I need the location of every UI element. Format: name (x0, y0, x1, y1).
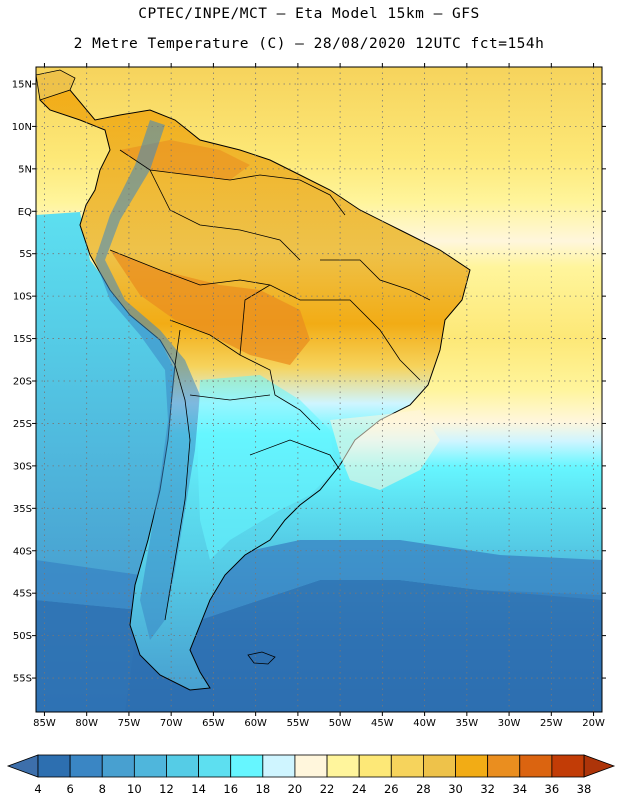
lon-tick-label: 50W (329, 718, 352, 729)
lon-tick-label: 30W (498, 718, 521, 729)
colorbar-label: 8 (99, 782, 106, 796)
colorbar-label: 36 (545, 782, 560, 796)
colorbar-label: 18 (256, 782, 271, 796)
colorbar-low-arrow (6, 754, 39, 778)
lat-tick-label: 25S (13, 419, 32, 430)
lon-tick-label: 25W (540, 718, 563, 729)
colorbar-label: 22 (320, 782, 335, 796)
colorbar-label: 14 (191, 782, 206, 796)
lat-tick-label: 55S (13, 674, 32, 685)
lon-tick-label: 70W (160, 718, 183, 729)
lat-tick-label: 30S (13, 461, 32, 472)
lat-tick-label: 45S (13, 589, 32, 600)
colorbar-label: 10 (127, 782, 142, 796)
colorbar-swatch (101, 754, 135, 778)
lon-tick-label: 40W (413, 718, 436, 729)
colorbar-label: 16 (223, 782, 238, 796)
title-line-1: CPTEC/INPE/MCT – Eta Model 15km – GFS (138, 6, 480, 22)
lat-tick-label: 10N (12, 122, 32, 133)
colorbar-swatch (390, 754, 424, 778)
colorbar-swatch (166, 754, 199, 778)
colorbar-label: 38 (577, 782, 592, 796)
lon-tick-label: 45W (371, 718, 394, 729)
lon-tick-label: 80W (75, 718, 98, 729)
colorbar-label: 20 (288, 782, 303, 796)
colorbar-label: 12 (159, 782, 174, 796)
colorbar-swatch (358, 754, 392, 778)
colorbar-label: 6 (66, 782, 73, 796)
colorbar-label: 34 (512, 782, 527, 796)
colorbar-swatch (455, 754, 489, 778)
andes-cold-strip (95, 120, 200, 640)
colorbar-label: 26 (384, 782, 399, 796)
colorbar-label: 30 (448, 782, 463, 796)
axis-ticks: 15N 10N 5N EQ 5S 10S 15S 20S 25S 30S 35S 40S 45S 50S 5… (12, 63, 606, 729)
title-line-2: 2 Metre Temperature (C) – 28/08/2020 12U… (73, 36, 545, 52)
colorbar: 4 6 8 10 12 14 16 18 20 22 24 26 28 30 32 34 36 38 (6, 754, 616, 796)
lon-tick-label: 20W (582, 718, 605, 729)
colorbar-swatch (487, 754, 521, 778)
lat-tick-label: 35S (13, 504, 32, 515)
colorbar-swatch (551, 754, 585, 778)
lat-tick-label: 50S (13, 631, 32, 642)
colorbar-swatch (262, 754, 296, 778)
colorbar-swatch (423, 754, 456, 778)
lat-tick-label: 5N (18, 164, 32, 175)
colorbar-swatch (198, 754, 232, 778)
colorbar-swatch (69, 754, 103, 778)
hot-interior (110, 250, 310, 365)
lat-tick-label: 10S (13, 292, 32, 303)
country-borders (109, 149, 431, 621)
coastal-pale-zone (330, 410, 440, 490)
colorbar-swatch (519, 754, 553, 778)
lat-tick-label: EQ (18, 207, 32, 218)
lat-tick-label: 20S (13, 377, 32, 388)
colorbar-label: 4 (34, 782, 41, 796)
colorbar-swatch (294, 754, 328, 778)
colorbar-label: 32 (480, 782, 495, 796)
colorbar-swatch (133, 754, 167, 778)
lat-tick-label: 40S (13, 546, 32, 557)
lat-tick-label: 15N (12, 79, 32, 90)
lon-tick-label: 55W (287, 718, 310, 729)
colorbar-high-arrow (583, 754, 616, 778)
lon-tick-label: 75W (118, 718, 141, 729)
map-frame (35, 66, 603, 713)
falkland-islands (247, 651, 276, 665)
colorbar-swatch (326, 754, 360, 778)
lon-tick-label: 60W (244, 718, 267, 729)
colorbar-swatch (230, 754, 264, 778)
colorbar-swatch (37, 754, 71, 778)
lon-tick-label: 65W (202, 718, 225, 729)
grid-lines (36, 67, 602, 712)
colorbar-label: 24 (352, 782, 367, 796)
cool-tongue (198, 375, 335, 560)
lon-tick-label: 85W (33, 718, 56, 729)
lat-tick-label: 15S (13, 334, 32, 345)
lon-tick-label: 35W (456, 718, 479, 729)
colorbar-label: 28 (416, 782, 431, 796)
central-america (36, 69, 76, 101)
lat-tick-label: 5S (19, 249, 32, 260)
